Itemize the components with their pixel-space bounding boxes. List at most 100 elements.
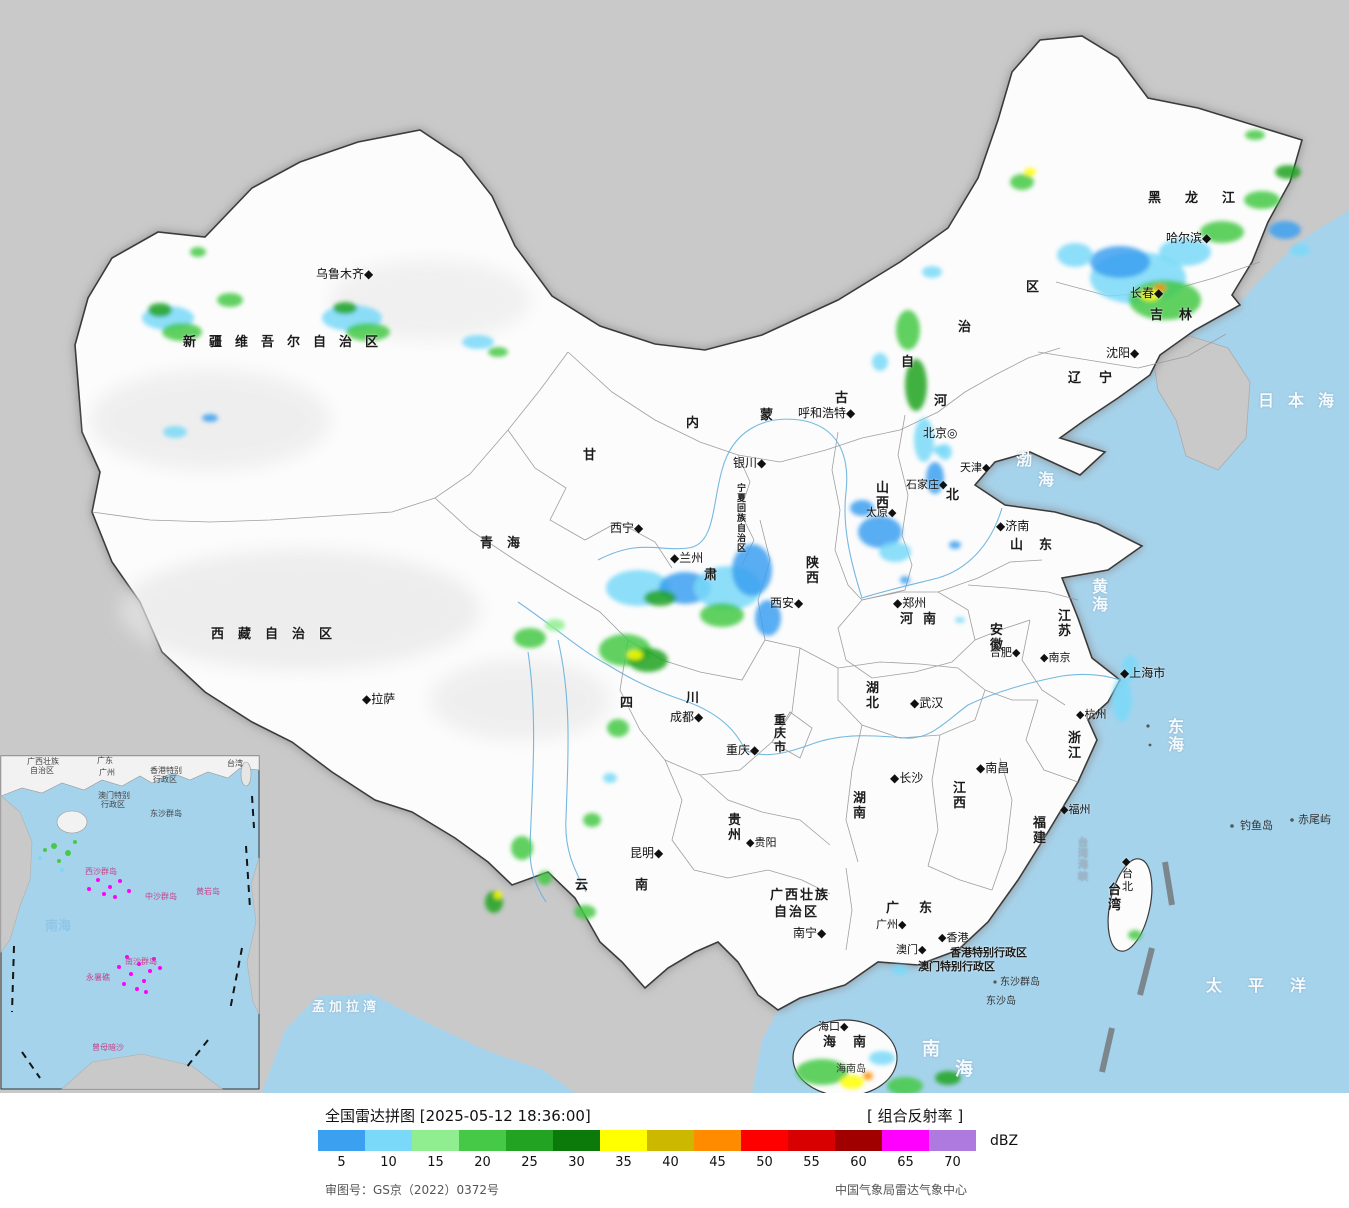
inset-radar-echo bbox=[65, 850, 71, 856]
province-borders bbox=[91, 261, 1261, 951]
dbz-color-40 bbox=[647, 1130, 694, 1151]
radar-echo bbox=[644, 590, 676, 606]
radar-echo bbox=[892, 965, 908, 975]
legend-panel: 全国雷达拼图 [2025-05-12 18:36:00] [ 组合反射率 ] d… bbox=[0, 1093, 1349, 1208]
radar-echo bbox=[949, 541, 961, 549]
small-islands bbox=[993, 724, 1294, 984]
dbz-color-65 bbox=[882, 1130, 929, 1151]
inset-radar-echo bbox=[113, 895, 117, 899]
inset-vietnam-coast bbox=[0, 795, 33, 953]
dbz-color-55 bbox=[788, 1130, 835, 1151]
inset-radar-echo bbox=[57, 859, 61, 863]
radar-echo bbox=[488, 347, 508, 357]
inset-radar-echo bbox=[142, 979, 146, 983]
radar-echo bbox=[755, 600, 781, 636]
south-china-sea-inset bbox=[0, 755, 260, 1090]
radar-echo bbox=[627, 650, 643, 660]
korea-peninsula bbox=[1151, 335, 1251, 471]
dbz-color-70 bbox=[929, 1130, 976, 1151]
radar-echo bbox=[603, 773, 617, 783]
radar-echo bbox=[869, 1051, 895, 1065]
radar-echo bbox=[538, 871, 552, 885]
radar-echo bbox=[1010, 174, 1034, 190]
bay-of-bengal-area bbox=[262, 994, 575, 1093]
inset-radar-echo bbox=[102, 892, 106, 896]
inset-radar-echo bbox=[60, 868, 64, 872]
inset-echo-layer bbox=[38, 840, 162, 994]
dbz-tick-45: 45 bbox=[709, 1155, 726, 1170]
radar-echo bbox=[933, 445, 947, 455]
radar-echo bbox=[1024, 168, 1036, 176]
inset-radar-echo bbox=[122, 982, 126, 986]
radar-echo bbox=[879, 542, 911, 562]
radar-echo bbox=[583, 813, 601, 827]
dbz-tick-25: 25 bbox=[521, 1155, 538, 1170]
inset-radar-echo bbox=[135, 987, 139, 991]
inset-radar-echo bbox=[152, 957, 156, 961]
dbz-tick-10: 10 bbox=[380, 1155, 397, 1170]
dbz-tick-30: 30 bbox=[568, 1155, 585, 1170]
radar-echo-layer bbox=[142, 130, 1310, 1093]
inset-radar-echo bbox=[51, 843, 57, 849]
radar-echo bbox=[1057, 243, 1093, 267]
radar-echo bbox=[1154, 284, 1166, 292]
radar-echo bbox=[1244, 191, 1280, 209]
inset-radar-echo bbox=[73, 840, 77, 844]
inset-radar-echo bbox=[118, 879, 122, 883]
dbz-colorbar bbox=[318, 1130, 976, 1151]
inset-radar-echo bbox=[96, 878, 100, 882]
dbz-color-35 bbox=[600, 1130, 647, 1151]
inset-radar-echo bbox=[148, 969, 152, 973]
radar-echo bbox=[607, 719, 629, 737]
radar-echo bbox=[1200, 221, 1244, 243]
radar-echo bbox=[914, 418, 934, 462]
radar-echo bbox=[1159, 238, 1211, 266]
dbz-color-60 bbox=[835, 1130, 882, 1151]
china-radar-map: 新疆维吾尔自治区 西藏自治区 青海甘肃内蒙古自治区黑龙江 吉林 辽宁河北山 西山东 河南陕… bbox=[0, 0, 1349, 1093]
dbz-color-50 bbox=[741, 1130, 788, 1151]
radar-echo bbox=[163, 426, 187, 438]
radar-echo bbox=[935, 1071, 961, 1085]
radar-echo bbox=[1290, 244, 1310, 256]
dbz-color-20 bbox=[459, 1130, 506, 1151]
inset-radar-echo bbox=[43, 848, 47, 852]
inset-radar-echo bbox=[38, 856, 42, 860]
basemap-svg bbox=[0, 0, 1349, 1093]
radar-echo bbox=[1269, 221, 1301, 239]
radar-echo bbox=[190, 247, 206, 257]
radar-echo bbox=[850, 500, 874, 516]
radar-echo bbox=[900, 576, 910, 584]
radar-echo bbox=[511, 836, 533, 860]
rivers bbox=[517, 418, 1121, 903]
radar-echo bbox=[796, 1059, 848, 1085]
inset-radar-echo bbox=[108, 885, 112, 889]
radar-echo bbox=[346, 323, 390, 341]
inset-nine-dash-line bbox=[11, 795, 255, 1079]
radar-echo bbox=[1245, 130, 1265, 140]
inset-radar-echo bbox=[127, 889, 131, 893]
sea-boundary-dashes bbox=[1099, 861, 1175, 1073]
dbz-tick-70: 70 bbox=[944, 1155, 961, 1170]
dbz-tick-15: 15 bbox=[427, 1155, 444, 1170]
inset-radar-echo bbox=[117, 965, 121, 969]
dbz-tick-40: 40 bbox=[662, 1155, 679, 1170]
inset-radar-echo bbox=[87, 887, 91, 891]
dbz-color-25 bbox=[506, 1130, 553, 1151]
radar-echo bbox=[514, 628, 546, 648]
radar-echo bbox=[732, 544, 772, 596]
dbz-tick-60: 60 bbox=[850, 1155, 867, 1170]
dbz-tick-50: 50 bbox=[756, 1155, 773, 1170]
radar-echo bbox=[926, 462, 944, 494]
dbz-tick-55: 55 bbox=[803, 1155, 820, 1170]
radar-echo bbox=[1122, 655, 1138, 681]
approval-number: 审图号：GS京（2022）0372号 bbox=[325, 1183, 499, 1197]
radar-echo bbox=[1128, 930, 1142, 940]
radar-echo bbox=[162, 323, 202, 341]
radar-echo bbox=[922, 266, 942, 278]
radar-echo bbox=[1090, 246, 1150, 278]
radar-echo bbox=[858, 516, 902, 548]
radar-echo bbox=[863, 1072, 873, 1080]
radar-echo bbox=[1140, 289, 1160, 301]
radar-echo bbox=[1112, 678, 1132, 722]
